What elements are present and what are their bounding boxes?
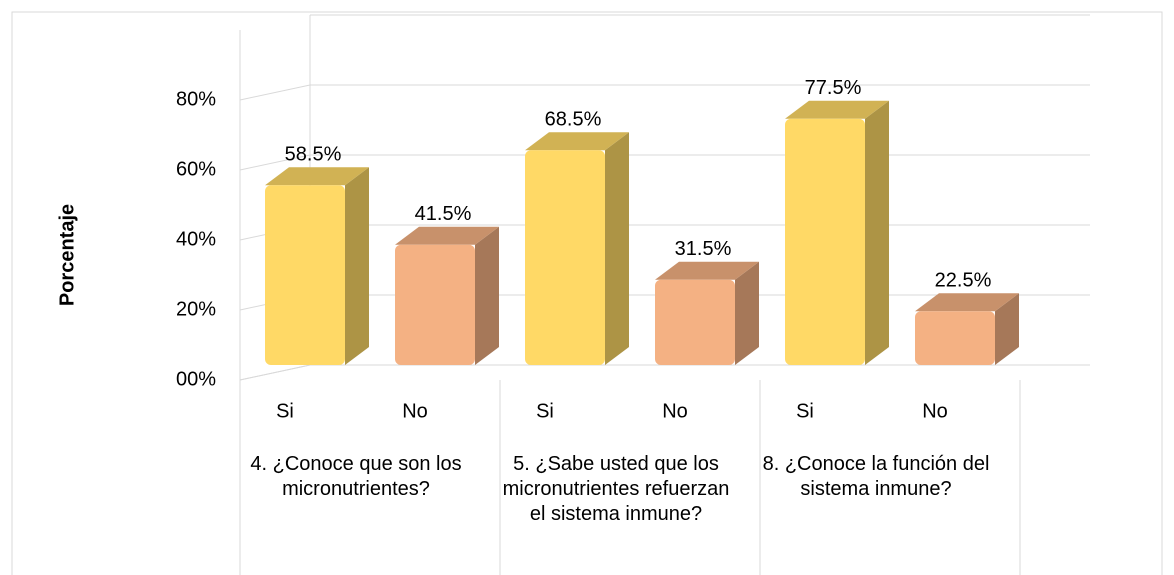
group-label: 5. ¿Sabe usted que los micronutrientes r…	[502, 453, 730, 525]
bar-top	[525, 132, 629, 151]
y-tick-label: 00%	[176, 368, 216, 390]
x-tick-label: Si	[276, 400, 294, 422]
y-tick-label: 20%	[176, 298, 216, 320]
chart-frame	[11, 11, 1163, 575]
bar	[915, 311, 995, 365]
x-tick-label: No	[662, 400, 688, 422]
data-label: 41.5%	[415, 203, 472, 225]
group-label: 8. ¿Conoce la función del sistema inmune…	[762, 453, 990, 500]
y-axis-title: Porcentaje	[56, 204, 78, 306]
bar-side	[865, 100, 889, 365]
floor	[239, 364, 1090, 381]
data-label: 77.5%	[805, 77, 862, 99]
bar	[655, 279, 735, 365]
x-tick-label: Si	[536, 400, 554, 422]
bar-top	[785, 100, 889, 119]
bar-side	[475, 226, 499, 365]
bar	[265, 185, 345, 365]
bar-top	[395, 226, 499, 245]
bar-top	[915, 293, 1019, 312]
bar-top	[655, 261, 759, 280]
bar-side	[605, 132, 629, 365]
bar-top	[265, 167, 369, 186]
bar-side	[345, 167, 369, 365]
x-tick-label: Si	[796, 400, 814, 422]
bar-side	[995, 293, 1019, 365]
bar	[525, 150, 605, 365]
bar	[395, 244, 475, 365]
x-tick-label: No	[402, 400, 428, 422]
grid-line	[239, 364, 1090, 381]
data-label: 58.5%	[285, 144, 342, 166]
data-label: 31.5%	[675, 238, 732, 260]
grid-line	[239, 84, 1090, 101]
data-label: 68.5%	[545, 109, 602, 131]
x-tick-label: No	[922, 400, 948, 422]
bar-side	[735, 261, 759, 365]
y-tick-label: 80%	[176, 88, 216, 110]
y-tick-label: 60%	[176, 158, 216, 180]
bar	[785, 118, 865, 365]
group-label: 4. ¿Conoce que son los micronutrientes?	[250, 453, 462, 500]
y-tick-label: 40%	[176, 228, 216, 250]
data-label: 22.5%	[935, 270, 992, 292]
